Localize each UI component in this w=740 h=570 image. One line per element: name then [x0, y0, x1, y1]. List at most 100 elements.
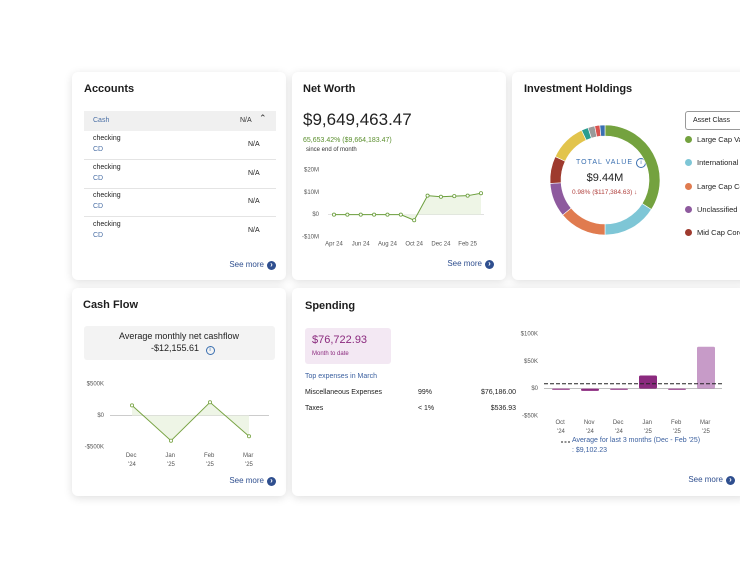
- cash-flow-card: Cash Flow Average monthly net cashflow -…: [72, 288, 286, 496]
- line: [334, 192, 482, 221]
- x-tick-label: Jan '25: [165, 453, 176, 468]
- x-tick-label: Feb 25: [458, 242, 477, 248]
- donut-slice: [604, 203, 652, 236]
- asset-class-select[interactable]: Asset Class: [685, 111, 740, 130]
- holdings-card: Investment Holdings Asset Class TOTAL VA…: [512, 72, 740, 280]
- x-tick-label: Aug 24: [378, 242, 398, 248]
- account-type: CD: [93, 174, 104, 182]
- net-worth-chart: $20M $10M $0 -$10M Apr 24 Jun 24 Aug 24 Oct 24 D…: [302, 168, 484, 248]
- account-type: CD: [93, 231, 104, 239]
- donut-slice: [562, 207, 606, 236]
- account-value: N/A: [248, 226, 260, 234]
- total-value: $9.44M: [586, 172, 624, 184]
- see-more[interactable]: See more: [447, 259, 494, 269]
- account-type: CD: [93, 146, 104, 153]
- account-name[interactable]: checking: [93, 220, 121, 228]
- expense-share: 99%: [418, 389, 433, 396]
- account-value: N/A: [248, 169, 260, 177]
- chevron[interactable]: ⌃: [259, 113, 267, 123]
- y-tick-label: -$500K: [85, 445, 104, 451]
- card-title: Investment Holdings: [524, 83, 633, 95]
- cash-flow-chart: $500K $0 -$500K Dec '24 Jan '25 Feb '25 Mar '2…: [85, 382, 269, 468]
- account-value: N/A: [248, 198, 260, 205]
- y-tick-label: $0: [531, 386, 538, 392]
- x-tick-label: Oct 24: [405, 242, 423, 248]
- donut-slice: [549, 182, 572, 216]
- see-more[interactable]: See more: [688, 475, 735, 485]
- info-icon[interactable]: i: [205, 346, 215, 355]
- legend-label: International: [697, 158, 739, 168]
- account-type: CD: [93, 203, 104, 210]
- point: [438, 194, 443, 199]
- y-tick-label: $500K: [87, 382, 104, 388]
- bar: [581, 388, 599, 391]
- area: [132, 402, 249, 441]
- legend-swatch: [685, 205, 692, 213]
- spending-chart: $100K $50K $0 -$50K Oct '24 Nov '24 Dec '24 Jan…: [521, 332, 722, 435]
- accounts-card: Accounts Cash N/A ⌃ See more checking CD N…: [72, 72, 286, 280]
- expense-share: < 1%: [418, 405, 435, 412]
- legend-swatch: [685, 229, 692, 237]
- donut-slice: [604, 124, 661, 210]
- separator: [84, 159, 276, 160]
- x-tick-label: Mar '25: [700, 420, 712, 435]
- point: [358, 212, 363, 217]
- account-name[interactable]: checking: [93, 135, 121, 142]
- separator: [84, 187, 276, 189]
- point: [332, 212, 337, 217]
- net-worth-value: $9,649,463.47: [303, 110, 412, 129]
- y-tick-label: $20M: [304, 168, 319, 174]
- x-tick-label: Nov '24: [584, 420, 596, 435]
- line: [131, 401, 250, 442]
- summary-box: [84, 326, 275, 360]
- x-tick-label: Feb '25: [671, 420, 683, 435]
- point: [425, 193, 430, 198]
- average-key: [561, 441, 570, 443]
- x-tick-label: Mar '25: [243, 453, 255, 468]
- net-worth-change: 65,653.42% ($9,664,183.47): [303, 137, 392, 144]
- area: [334, 193, 481, 221]
- holdings-donut: [549, 124, 661, 236]
- bar: [610, 388, 628, 390]
- x-tick-label: Oct '24: [555, 420, 566, 435]
- spending-total-label: Month to date: [312, 351, 349, 357]
- account-name[interactable]: checking: [93, 192, 121, 199]
- separator: [84, 216, 276, 217]
- spending-total: $76,722.93: [312, 334, 368, 346]
- x-tick-label: Apr 24: [325, 242, 343, 248]
- account-name[interactable]: checking: [93, 163, 121, 171]
- legend-label: Large Cap Va: [697, 135, 740, 144]
- point: [478, 191, 483, 196]
- average-label: Average for last 3 months (Dec - Feb '25…: [572, 437, 701, 454]
- see-more[interactable]: See more: [229, 260, 276, 270]
- point: [169, 438, 174, 443]
- card-title: Spending: [305, 300, 356, 312]
- legend-label: Large Cap Co: [697, 181, 740, 191]
- bar: [697, 346, 715, 389]
- donut-slice: [599, 124, 606, 137]
- legend-swatch: [685, 159, 692, 167]
- y-tick-label: $0: [97, 413, 104, 419]
- see-more[interactable]: See more: [229, 476, 276, 486]
- total-change-text: 0.98% ($117,384.63): [572, 189, 633, 196]
- y-tick-label: -$10M: [302, 235, 319, 241]
- x-tick-label: Dec '24: [126, 453, 138, 468]
- bar: [552, 388, 570, 390]
- card-title: Net Worth: [303, 83, 356, 95]
- point: [465, 193, 470, 198]
- summary-value-text: -$12,155.61: [151, 343, 200, 353]
- point: [246, 434, 251, 439]
- total-box: [305, 328, 391, 364]
- bar: [668, 388, 686, 390]
- legend-swatch: [685, 136, 692, 143]
- legend-label: Mid Cap Core: [697, 228, 740, 238]
- summary-value: -$12,155.61 i: [151, 343, 215, 355]
- expense-name: Taxes: [305, 405, 324, 412]
- y-tick-label: $0: [312, 212, 319, 218]
- expense-name: Miscellaneous Expenses: [305, 389, 383, 396]
- y-tick-label: $100K: [521, 332, 538, 338]
- point: [385, 212, 390, 217]
- group-row[interactable]: [84, 111, 276, 131]
- y-tick-label: $10M: [304, 190, 319, 196]
- summary-label: Average monthly net cashflow: [119, 331, 239, 341]
